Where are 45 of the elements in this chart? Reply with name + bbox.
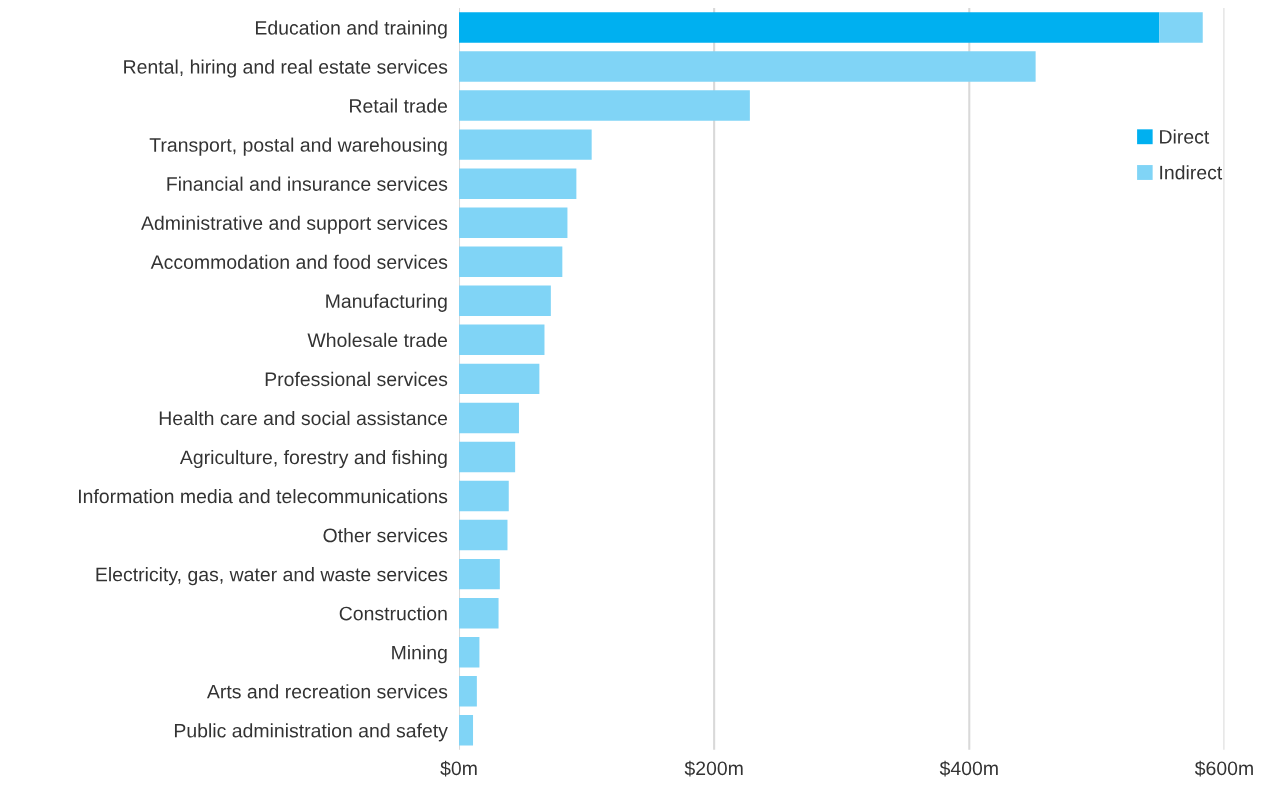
y-tick-label: Accommodation and food services: [150, 254, 448, 269]
bar: [459, 246, 563, 277]
y-tick-label: Rental, hiring and real estate services: [124, 59, 448, 78]
bar: [459, 597, 499, 629]
y-tick-label: Mining: [392, 645, 447, 664]
bar: [459, 324, 545, 356]
y-tick-label: Information media and telecommunications: [79, 488, 448, 504]
y-tick-label: Other services: [323, 528, 448, 543]
y-tick-label: Wholesale trade: [307, 332, 448, 348]
y-tick-label: Agriculture, forestry and fishing: [179, 449, 447, 469]
x-tick-label: $600m: [1194, 760, 1253, 777]
y-tick-label: Professional services: [265, 371, 448, 387]
bar: [459, 285, 551, 317]
bar: [459, 168, 577, 199]
bar: [1159, 12, 1203, 43]
x-tick-label: $400m: [939, 760, 998, 777]
bar: [459, 90, 750, 121]
y-tick-label: Electricity, gas, water and waste services: [96, 567, 448, 586]
y-tick-label: Public administration and safety: [174, 723, 448, 742]
y-tick-label: Health care and social assistance: [159, 410, 448, 426]
bar: [459, 480, 509, 512]
bar: [459, 636, 480, 668]
y-tick-label: Manufacturing: [326, 293, 447, 312]
legend-label: Indirect: [1160, 165, 1223, 180]
x-tick-label: $200m: [684, 760, 743, 777]
y-tick-label: Construction: [339, 606, 447, 621]
y-tick-label: Retail trade: [350, 98, 448, 113]
bar: [459, 207, 568, 238]
bar: [459, 715, 474, 746]
y-tick-label: Transport, postal and warehousing: [149, 137, 447, 156]
legend-label: Direct: [1160, 129, 1210, 144]
x-tick-label: $0m: [440, 760, 477, 777]
y-tick-label: Financial and insurance services: [167, 176, 448, 191]
bar: [459, 676, 477, 707]
bar: [459, 558, 500, 590]
bar: [459, 441, 516, 473]
bar: [459, 12, 1160, 43]
bar: [459, 402, 519, 434]
bar: [459, 363, 540, 395]
y-tick-label: Administrative and support services: [141, 215, 448, 234]
y-tick-label: Arts and recreation services: [206, 684, 448, 699]
y-tick-label: Education and training: [256, 20, 447, 39]
bar: [459, 519, 508, 551]
bar: [459, 51, 1036, 82]
bar: [459, 129, 592, 160]
